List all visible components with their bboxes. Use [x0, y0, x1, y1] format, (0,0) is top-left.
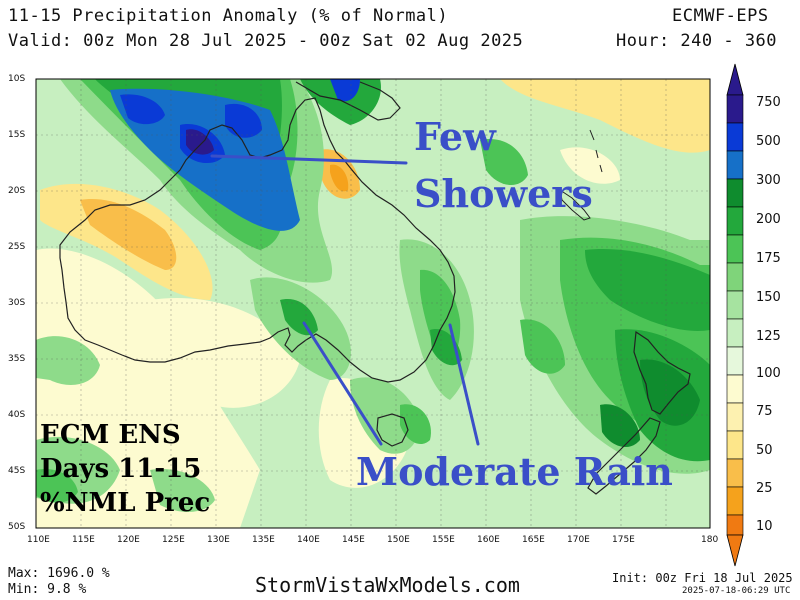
- few-showers-label-line2: Showers: [414, 171, 593, 216]
- lat-label: 20S: [8, 186, 26, 196]
- lat-label: 35S: [8, 354, 26, 364]
- colorbar-label: 10: [756, 519, 773, 534]
- lon-label: 135E: [252, 535, 275, 545]
- lon-label: 170E: [567, 535, 590, 545]
- moderate-rain-pointer-left: [302, 321, 383, 446]
- lon-label: 165E: [522, 535, 545, 545]
- lon-label: 125E: [162, 535, 185, 545]
- australia-coastline: [59, 97, 456, 383]
- moderate-rain-pointer-right: [448, 323, 480, 446]
- map-title: 11-15 Precipitation Anomaly (% of Normal…: [8, 6, 449, 26]
- colorbar-label: 75: [756, 404, 773, 419]
- lon-label: 120E: [117, 535, 140, 545]
- ecm-ens-label: ECM ENS: [40, 420, 181, 450]
- lon-label: 110E: [27, 535, 50, 545]
- colorbar-bottom-arrow: [726, 534, 744, 567]
- lon-label: 140E: [297, 535, 320, 545]
- colorbar-label: 750: [756, 95, 781, 110]
- colorbar-top-arrow: [726, 63, 744, 96]
- forecast-hour: Hour: 240 - 360: [616, 31, 778, 51]
- colorbar-label: 200: [756, 212, 781, 227]
- lon-label: 115E: [72, 535, 95, 545]
- png-coastline: [295, 81, 401, 121]
- lon-label: 160E: [477, 535, 500, 545]
- moderate-rain-label: Moderate Rain: [356, 449, 673, 494]
- max-value: Max: 1696.0 %: [8, 566, 110, 581]
- few-showers-pointer: [210, 154, 408, 165]
- colorbar-label: 150: [756, 290, 781, 305]
- lon-label: 155E: [432, 535, 455, 545]
- nz-south-island: [587, 417, 661, 495]
- few-showers-label-line1: Few: [414, 114, 496, 159]
- new-caledonia-coastline: [559, 188, 591, 221]
- lat-label: 30S: [8, 298, 26, 308]
- colorbar-label: 125: [756, 329, 781, 344]
- lat-label: 15S: [8, 130, 26, 140]
- model-name: ECMWF-EPS: [672, 6, 769, 26]
- lon-label: 175E: [612, 535, 635, 545]
- colorbar-label: 300: [756, 173, 781, 188]
- colorbar-label: 50: [756, 443, 773, 458]
- nz-north-island: [633, 330, 691, 415]
- lat-label: 10S: [8, 74, 26, 84]
- annotation-lines: [210, 154, 480, 446]
- lat-label: 40S: [8, 410, 26, 420]
- brand-link[interactable]: StormVistaWxModels.com: [255, 573, 520, 597]
- generated-timestamp: 2025-07-18-06:29 UTC: [682, 586, 791, 596]
- graticule: [36, 79, 710, 528]
- min-value: Min: 9.8 %: [8, 582, 87, 597]
- lon-label: 145E: [342, 535, 365, 545]
- lat-label: 25S: [8, 242, 26, 252]
- days-label: Days 11-15: [40, 454, 202, 484]
- lat-label: 50S: [8, 522, 26, 532]
- lon-label: 130E: [207, 535, 230, 545]
- init-time: Init: 00z Fri 18 Jul 2025: [612, 571, 793, 585]
- lat-label: 45S: [8, 466, 26, 476]
- colorbar-label: 100: [756, 366, 781, 381]
- valid-period: Valid: 00z Mon 28 Jul 2025 - 00z Sat 02 …: [8, 31, 524, 51]
- colorbar: [726, 63, 744, 567]
- anomaly-field: [36, 79, 710, 528]
- lon-label: 180: [701, 535, 719, 545]
- colorbar-label: 500: [756, 134, 781, 149]
- nml-prec-label: %NML Prec: [40, 488, 211, 518]
- lon-label: 150E: [387, 535, 410, 545]
- map-frame: [35, 78, 711, 529]
- colorbar-label: 175: [756, 251, 781, 266]
- colorbar-label: 25: [756, 481, 773, 496]
